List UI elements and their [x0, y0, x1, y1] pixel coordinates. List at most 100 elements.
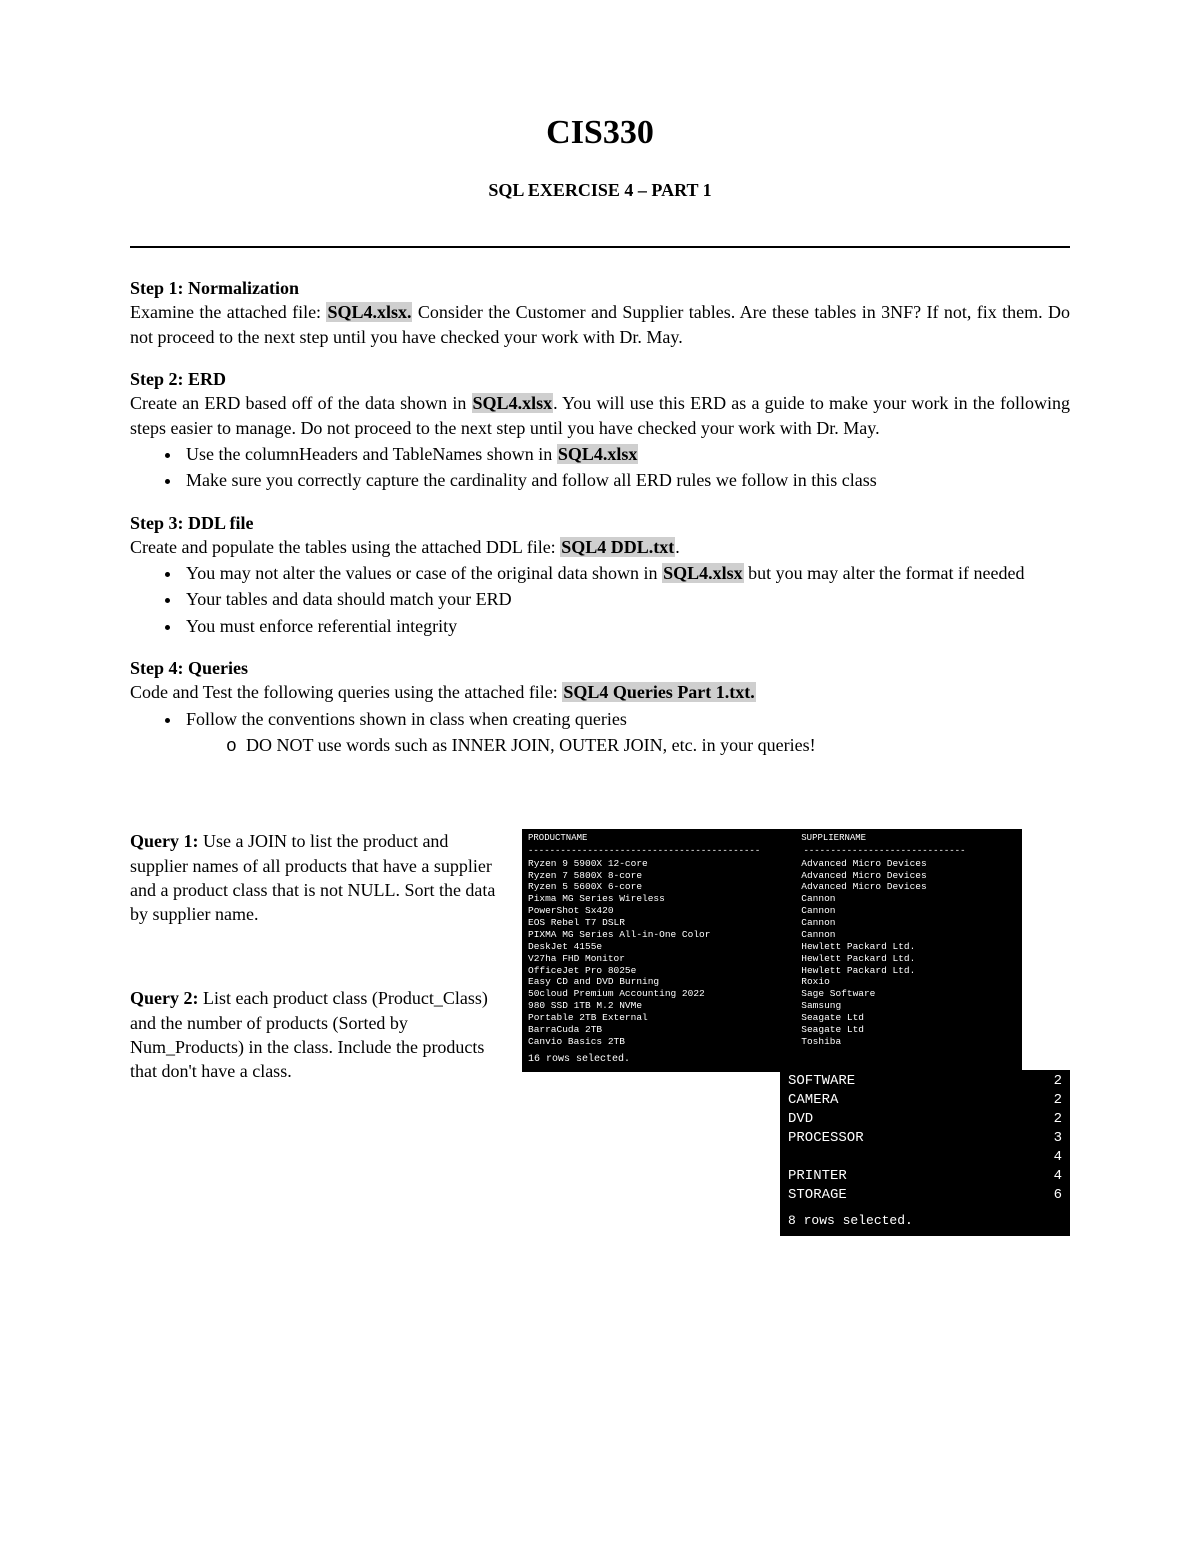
cell-product: 980 SSD 1TB M.2 NVMe	[528, 1000, 801, 1012]
table-row: BarraCuda 2TBSeagate Ltd	[528, 1024, 1016, 1036]
table-row: Ryzen 7 5800X 8-coreAdvanced Micro Devic…	[528, 870, 1016, 882]
table-row: Pixma MG Series WirelessCannon	[528, 893, 1016, 905]
cell-count: 6	[1035, 1186, 1062, 1205]
query-2-label: Query 2:	[130, 988, 198, 1008]
cell-product: PowerShot Sx420	[528, 905, 801, 917]
table-row: EOS Rebel T7 DSLRCannon	[528, 917, 1016, 929]
cell-count: 4	[1035, 1148, 1062, 1167]
s3b1-pre: You may not alter the values or case of …	[186, 563, 662, 583]
file-sql4-xlsx-3: SQL4.xlsx	[557, 444, 639, 464]
step-4-sub: DO NOT use words such as INNER JOIN, OUT…	[226, 733, 1070, 759]
cell-supplier: Hewlett Packard Ltd.	[801, 941, 1016, 953]
cell-supplier: Advanced Micro Devices	[801, 870, 1016, 882]
cell-class: PROCESSOR	[788, 1129, 1035, 1148]
table-row: Ryzen 9 5900X 12-coreAdvanced Micro Devi…	[528, 858, 1016, 870]
s3b1-post: but you may alter the format if needed	[744, 563, 1025, 583]
cell-product: BarraCuda 2TB	[528, 1024, 801, 1036]
step-3-pre: Create and populate the tables using the…	[130, 537, 560, 557]
cell-class: PRINTER	[788, 1167, 1035, 1186]
step-3: Step 3: DDL file Create and populate the…	[130, 511, 1070, 560]
step-1-head: Step 1: Normalization	[130, 278, 299, 298]
step-2-bullet-1: Use the columnHeaders and TableNames sho…	[182, 442, 1070, 466]
table-row: OfficeJet Pro 8025eHewlett Packard Ltd.	[528, 965, 1016, 977]
terminal-col: PRODUCTNAME SUPPLIERNAME ---------------…	[522, 829, 1070, 1236]
term1-dash: ----------------------------------------…	[528, 846, 1016, 857]
cell-count: 4	[1035, 1167, 1062, 1186]
page-subtitle: SQL EXERCISE 4 – PART 1	[130, 178, 1070, 202]
cell-supplier: Seagate Ltd	[801, 1012, 1016, 1024]
cell-supplier: Cannon	[801, 893, 1016, 905]
step-3-bullet-2: Your tables and data should match your E…	[182, 587, 1070, 611]
term1-h2: SUPPLIERNAME	[801, 833, 1016, 846]
table-row: Ryzen 5 5600X 6-coreAdvanced Micro Devic…	[528, 881, 1016, 893]
cell-supplier: Cannon	[801, 929, 1016, 941]
table-row: V27ha FHD MonitorHewlett Packard Ltd.	[528, 953, 1016, 965]
table-row: PRINTER4	[788, 1167, 1062, 1186]
query-2: Query 2: List each product class (Produc…	[130, 986, 500, 1083]
cell-product: Canvio Basics 2TB	[528, 1036, 801, 1048]
cell-supplier: Sage Software	[801, 988, 1016, 1000]
table-row: PROCESSOR3	[788, 1129, 1062, 1148]
table-row: 4	[788, 1148, 1062, 1167]
page-title: CIS330	[130, 110, 1070, 156]
step-4: Step 4: Queries Code and Test the follow…	[130, 656, 1070, 705]
cell-supplier: Seagate Ltd	[801, 1024, 1016, 1036]
cell-supplier: Roxio	[801, 976, 1016, 988]
table-row: PIXMA MG Series All-in-One ColorCannon	[528, 929, 1016, 941]
cell-product: OfficeJet Pro 8025e	[528, 965, 801, 977]
cell-supplier: Advanced Micro Devices	[801, 858, 1016, 870]
file-sql4-xlsx-2: SQL4.xlsx	[472, 393, 554, 413]
divider	[130, 246, 1070, 248]
cell-count: 2	[1035, 1110, 1062, 1129]
s2b1-pre: Use the columnHeaders and TableNames sho…	[186, 444, 557, 464]
file-sql4-ddl: SQL4 DDL.txt	[560, 537, 675, 557]
cell-class: DVD	[788, 1110, 1035, 1129]
cell-class: STORAGE	[788, 1186, 1035, 1205]
table-row: 50cloud Premium Accounting 2022Sage Soft…	[528, 988, 1016, 1000]
cell-product: Pixma MG Series Wireless	[528, 893, 801, 905]
term2-rows-msg: 8 rows selected.	[788, 1212, 1062, 1230]
step-1-pre: Examine the attached file:	[130, 302, 326, 322]
file-sql4-xlsx-4: SQL4.xlsx	[662, 563, 744, 583]
query-1-label: Query 1:	[130, 831, 198, 851]
table-row: PowerShot Sx420Cannon	[528, 905, 1016, 917]
query-block: Query 1: Use a JOIN to list the product …	[130, 829, 1070, 1236]
table-row: Easy CD and DVD BurningRoxio	[528, 976, 1016, 988]
terminal-output-2: SOFTWARE2CAMERA2DVD2PROCESSOR34PRINTER4S…	[780, 1070, 1070, 1236]
term1-h1: PRODUCTNAME	[528, 833, 801, 846]
table-row: 980 SSD 1TB M.2 NVMeSamsung	[528, 1000, 1016, 1012]
cell-product: Ryzen 5 5600X 6-core	[528, 881, 801, 893]
cell-product: V27ha FHD Monitor	[528, 953, 801, 965]
cell-product: Ryzen 9 5900X 12-core	[528, 858, 801, 870]
step-4-bullet-1a: DO NOT use words such as INNER JOIN, OUT…	[226, 733, 1070, 759]
step-3-bullets: You may not alter the values or case of …	[182, 561, 1070, 638]
table-row: DeskJet 4155eHewlett Packard Ltd.	[528, 941, 1016, 953]
cell-supplier: Advanced Micro Devices	[801, 881, 1016, 893]
cell-supplier: Samsung	[801, 1000, 1016, 1012]
cell-class	[788, 1148, 1035, 1167]
table-row: DVD2	[788, 1110, 1062, 1129]
cell-supplier: Hewlett Packard Ltd.	[801, 953, 1016, 965]
cell-product: 50cloud Premium Accounting 2022	[528, 988, 801, 1000]
cell-product: Ryzen 7 5800X 8-core	[528, 870, 801, 882]
step-2-bullets: Use the columnHeaders and TableNames sho…	[182, 442, 1070, 493]
step-3-bullet-3: You must enforce referential integrity	[182, 614, 1070, 638]
cell-product: EOS Rebel T7 DSLR	[528, 917, 801, 929]
cell-product: Easy CD and DVD Burning	[528, 976, 801, 988]
step-2-bullet-2: Make sure you correctly capture the card…	[182, 468, 1070, 492]
step-4-pre: Code and Test the following queries usin…	[130, 682, 562, 702]
s4b1: Follow the conventions shown in class wh…	[186, 709, 627, 729]
table-row: Portable 2TB ExternalSeagate Ltd	[528, 1012, 1016, 1024]
cell-product: PIXMA MG Series All-in-One Color	[528, 929, 801, 941]
step-2-head: Step 2: ERD	[130, 369, 226, 389]
cell-count: 2	[1035, 1072, 1062, 1091]
file-sql4-xlsx: SQL4.xlsx.	[326, 302, 412, 322]
s4b1a: DO NOT use words such as INNER JOIN, OUT…	[246, 735, 816, 755]
cell-supplier: Hewlett Packard Ltd.	[801, 965, 1016, 977]
step-4-bullets: Follow the conventions shown in class wh…	[182, 707, 1070, 760]
cell-count: 3	[1035, 1129, 1062, 1148]
cell-count: 2	[1035, 1091, 1062, 1110]
table-row: STORAGE6	[788, 1186, 1062, 1205]
step-2: Step 2: ERD Create an ERD based off of t…	[130, 367, 1070, 440]
step-3-post: .	[675, 537, 680, 557]
